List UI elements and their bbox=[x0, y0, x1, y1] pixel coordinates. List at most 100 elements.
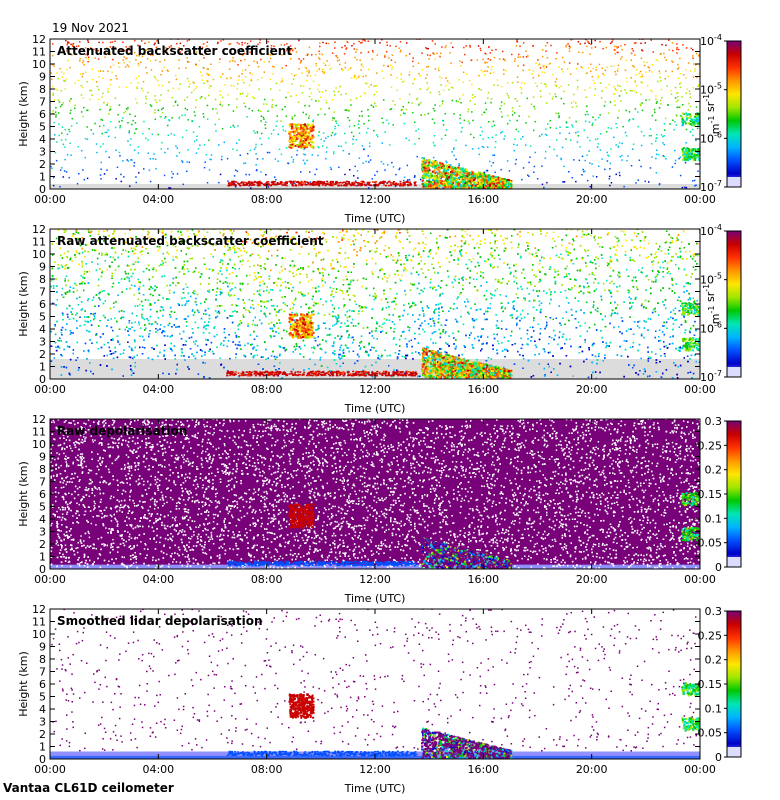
colorbar-tick-label: 0.2 bbox=[705, 464, 723, 477]
y-tick-label: 7 bbox=[39, 476, 46, 489]
x-axis-label: Time (UTC) bbox=[344, 212, 406, 225]
x-tick-label: 00:00 bbox=[684, 573, 716, 586]
y-tick-label: 5 bbox=[39, 121, 46, 134]
colorbar-unit-label: m-1 sr-1 bbox=[702, 94, 722, 134]
y-tick-label: 4 bbox=[39, 703, 46, 716]
heatmap-cells bbox=[50, 419, 700, 569]
colorbar-tick-label: 0.15 bbox=[698, 488, 723, 501]
colorbar-tick-label: 0.05 bbox=[698, 537, 723, 550]
x-tick-label: 16:00 bbox=[467, 573, 499, 586]
heatmap-cells bbox=[50, 229, 700, 379]
x-tick-label: 12:00 bbox=[359, 573, 391, 586]
instrument-label: Vantaa CL61D ceilometer bbox=[3, 781, 174, 795]
y-tick-label: 12 bbox=[32, 413, 46, 426]
y-tick-label: 8 bbox=[39, 83, 46, 96]
y-tick-label: 3 bbox=[39, 526, 46, 539]
x-tick-label: 16:00 bbox=[467, 763, 499, 776]
panel-3: Raw depolarisation0123456789101112Height… bbox=[17, 413, 742, 605]
y-tick-label: 4 bbox=[39, 323, 46, 336]
y-tick-label: 11 bbox=[32, 46, 46, 59]
y-tick-label: 2 bbox=[39, 158, 46, 171]
y-tick-label: 2 bbox=[39, 538, 46, 551]
y-tick-label: 7 bbox=[39, 96, 46, 109]
x-tick-label: 20:00 bbox=[576, 383, 608, 396]
y-tick-label: 5 bbox=[39, 691, 46, 704]
colorbar-tick-label: 10-6 bbox=[700, 320, 722, 335]
y-tick-label: 0 bbox=[39, 183, 46, 196]
y-tick-label: 1 bbox=[39, 741, 46, 754]
colorbar-unit-label: m-1 sr-1 bbox=[702, 284, 722, 324]
y-tick-label: 6 bbox=[39, 298, 46, 311]
colorbar bbox=[727, 41, 741, 187]
x-tick-label: 00:00 bbox=[34, 383, 66, 396]
y-tick-label: 9 bbox=[39, 261, 46, 274]
colorbar-tick-label: 0.15 bbox=[698, 678, 723, 691]
colorbar-tick-label: 0.3 bbox=[705, 605, 723, 618]
y-tick-label: 0 bbox=[39, 563, 46, 576]
colorbar-tick-label: 0.1 bbox=[705, 702, 723, 715]
y-tick-label: 6 bbox=[39, 488, 46, 501]
panel-2: Raw attenuated backscatter coefficient01… bbox=[17, 223, 742, 415]
heatmap-cells bbox=[50, 39, 700, 189]
x-tick-label: 20:00 bbox=[576, 193, 608, 206]
x-tick-label: 00:00 bbox=[684, 193, 716, 206]
colorbar bbox=[727, 421, 741, 567]
y-tick-label: 9 bbox=[39, 451, 46, 464]
colorbar-tick-label: 0.25 bbox=[698, 629, 723, 642]
colorbar-tick-label: 10-6 bbox=[700, 130, 722, 145]
y-axis-label: Height (km) bbox=[17, 651, 30, 717]
y-tick-label: 0 bbox=[39, 753, 46, 766]
x-tick-label: 16:00 bbox=[467, 383, 499, 396]
x-tick-label: 00:00 bbox=[34, 193, 66, 206]
y-tick-label: 5 bbox=[39, 311, 46, 324]
colorbar-tick-label: 0 bbox=[715, 561, 722, 574]
colorbar-tick-label: 0 bbox=[715, 751, 722, 764]
colorbar-tick-label: 0.05 bbox=[698, 727, 723, 740]
y-tick-label: 4 bbox=[39, 513, 46, 526]
y-tick-label: 10 bbox=[32, 438, 46, 451]
colorbar-tick-label: 0.25 bbox=[698, 439, 723, 452]
colorbar-tick-label: 0.2 bbox=[705, 654, 723, 667]
y-tick-label: 6 bbox=[39, 108, 46, 121]
y-tick-label: 1 bbox=[39, 361, 46, 374]
x-tick-label: 00:00 bbox=[34, 573, 66, 586]
panel-4: Smoothed lidar depolarisation01234567891… bbox=[17, 603, 742, 795]
y-axis-label: Height (km) bbox=[17, 271, 30, 337]
x-tick-label: 00:00 bbox=[684, 763, 716, 776]
x-axis-label: Time (UTC) bbox=[344, 402, 406, 415]
x-tick-label: 12:00 bbox=[359, 193, 391, 206]
panel-title: Raw depolarisation bbox=[57, 424, 187, 438]
y-tick-label: 0 bbox=[39, 373, 46, 386]
x-tick-label: 08:00 bbox=[251, 383, 283, 396]
x-tick-label: 08:00 bbox=[251, 763, 283, 776]
y-tick-label: 11 bbox=[32, 616, 46, 629]
y-tick-label: 12 bbox=[32, 603, 46, 616]
date-label: 19 Nov 2021 bbox=[52, 21, 129, 35]
y-tick-label: 4 bbox=[39, 133, 46, 146]
y-tick-label: 9 bbox=[39, 641, 46, 654]
x-tick-label: 04:00 bbox=[142, 193, 174, 206]
y-axis-label: Height (km) bbox=[17, 81, 30, 147]
x-axis-label: Time (UTC) bbox=[344, 782, 406, 795]
y-tick-label: 1 bbox=[39, 171, 46, 184]
y-tick-label: 8 bbox=[39, 463, 46, 476]
colorbar bbox=[727, 231, 741, 377]
panel-title: Smoothed lidar depolarisation bbox=[57, 614, 263, 628]
colorbar-tick-label: 10-4 bbox=[700, 33, 722, 48]
colorbar-tick-label: 10-4 bbox=[700, 223, 722, 238]
y-tick-label: 12 bbox=[32, 223, 46, 236]
y-tick-label: 10 bbox=[32, 58, 46, 71]
y-tick-label: 7 bbox=[39, 286, 46, 299]
y-tick-label: 12 bbox=[32, 33, 46, 46]
x-tick-label: 12:00 bbox=[359, 763, 391, 776]
y-tick-label: 11 bbox=[32, 236, 46, 249]
x-tick-label: 00:00 bbox=[684, 383, 716, 396]
y-tick-label: 2 bbox=[39, 728, 46, 741]
colorbar-tick-label: 10-5 bbox=[700, 272, 722, 287]
y-tick-label: 6 bbox=[39, 678, 46, 691]
y-tick-label: 8 bbox=[39, 273, 46, 286]
y-tick-label: 5 bbox=[39, 501, 46, 514]
x-tick-label: 20:00 bbox=[576, 573, 608, 586]
panel-title: Raw attenuated backscatter coefficient bbox=[57, 234, 324, 248]
